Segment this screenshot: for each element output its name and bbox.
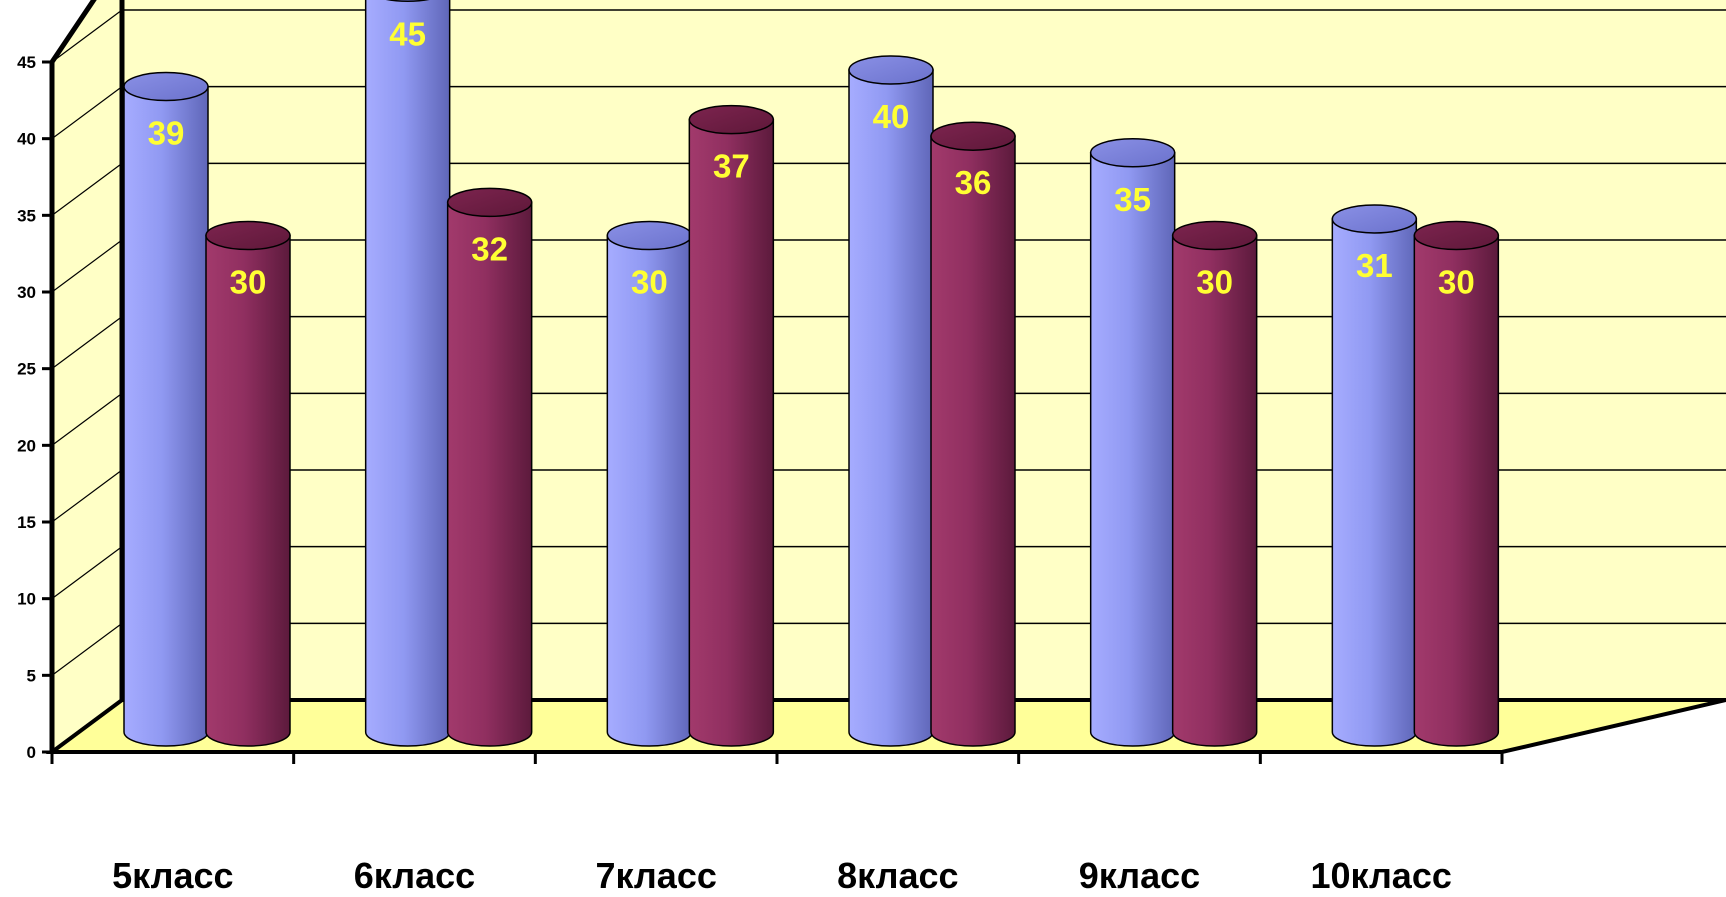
- gridline-side: [51, 469, 123, 523]
- bar-0-2: [606, 234, 693, 747]
- bar-top-0-1: [385, 0, 430, 2]
- bar-top-1-0: [205, 220, 291, 251]
- bar-top-0-0: [123, 71, 209, 102]
- data-label: 30: [631, 264, 668, 301]
- x-tick-label: 8класс: [837, 855, 958, 892]
- bar-top-0-3: [848, 55, 934, 85]
- x-tick-label: 9класс: [1079, 855, 1200, 892]
- y-tick-label: 40: [17, 130, 36, 149]
- x-tick-label: 5класс: [112, 855, 233, 892]
- bar-1-5: [1413, 234, 1500, 747]
- data-label: 30: [1438, 264, 1475, 301]
- gridline-side: [51, 316, 123, 370]
- y-tick-label: 45: [17, 53, 36, 72]
- y-tick-label: 5: [27, 666, 36, 685]
- y-tick-label: 15: [17, 513, 36, 532]
- bar-top-1-1: [446, 187, 533, 218]
- data-label: 36: [955, 164, 992, 201]
- gridline-side: [51, 86, 123, 140]
- bar-top-1-3: [930, 121, 1016, 151]
- bar-top-0-5: [1331, 204, 1418, 234]
- bar-1-3: [930, 135, 1016, 747]
- bar-0-3: [848, 69, 934, 747]
- gridline-side: [51, 239, 123, 293]
- bar-0-5: [1331, 218, 1418, 747]
- bar-1-1: [446, 201, 533, 747]
- bar-0-1: [364, 0, 451, 747]
- data-label: 45: [389, 15, 426, 52]
- bar-top-1-2: [688, 104, 775, 135]
- bar-1-4: [1171, 234, 1258, 747]
- gridline-side: [51, 546, 123, 600]
- bar-top-0-2: [606, 220, 693, 251]
- data-label: 31: [1356, 247, 1393, 284]
- bar-1-0: [205, 234, 291, 747]
- bar-top-0-4: [1089, 138, 1176, 168]
- gridline-side: [51, 622, 123, 676]
- y-tick-label: 10: [17, 590, 36, 609]
- gridline-side: [51, 9, 123, 63]
- y-tick-label: 25: [17, 360, 36, 379]
- y-tick-label: 35: [17, 206, 36, 225]
- x-tick-label: 7класс: [595, 855, 716, 892]
- y-tick-label: 20: [17, 436, 36, 455]
- data-label: 37: [713, 148, 750, 185]
- data-label: 40: [873, 98, 910, 135]
- y-tick-label: 0: [27, 743, 36, 762]
- data-label: 35: [1114, 181, 1151, 218]
- bar-0-0: [123, 85, 209, 747]
- gridline-side: [51, 392, 123, 446]
- x-tick-label: 10класс: [1310, 855, 1451, 892]
- bar-top-1-5: [1413, 220, 1500, 251]
- gridline-side: [51, 162, 123, 216]
- side-wall: [52, 0, 122, 752]
- bar-1-2: [688, 118, 775, 747]
- data-label: 32: [471, 230, 508, 267]
- y-tick-label: 30: [17, 283, 36, 302]
- data-label: 30: [1196, 264, 1233, 301]
- x-tick-label: 6класс: [354, 855, 475, 892]
- data-label: 30: [230, 264, 267, 301]
- data-label: 39: [148, 115, 185, 152]
- bar-0-4: [1089, 152, 1176, 747]
- bar-top-1-4: [1171, 220, 1258, 251]
